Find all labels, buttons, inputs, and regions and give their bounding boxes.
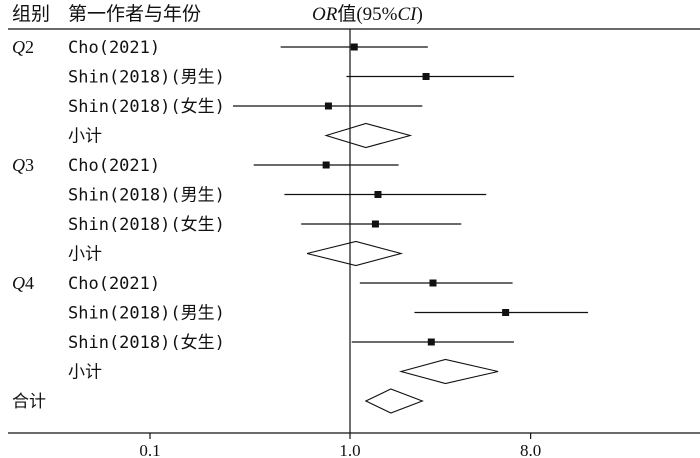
g1-row-1-label: Shin(2018)(男生) [68,186,225,206]
group-number-2: 4 [25,273,34,293]
g0-row-0-label: Cho(2021) [68,38,160,58]
group-label-2: Q4 [12,273,34,293]
g0-row-3-diamond [324,122,413,149]
g1-row-0-point [322,161,330,169]
g0-row-3-label: 小计 [68,127,102,146]
g2-row-2-point [427,338,435,346]
header-or-rest: 值(95% [337,3,397,25]
x-tick-label-0: 0.1 [139,441,160,458]
header-group-col: 组别 [12,3,50,25]
header-ci-italic: CI [397,4,418,25]
header-ci-close: ) [416,4,422,25]
header-or-col: OR值(95%CI) [312,3,423,25]
total-row-diamond [364,388,424,414]
group-letter-2: Q [12,273,25,293]
x-tick-label-2: 8.0 [520,441,541,458]
g2-row-3-label: 小计 [68,363,102,382]
group-number-1: 3 [25,155,34,175]
g1-row-2-label: Shin(2018)(女生) [68,215,225,235]
g1-row-1-point [374,191,382,198]
x-tick-label-1: 1.0 [339,441,360,458]
header-author-col: 第一作者与年份 [68,3,201,25]
g1-row-2-point [371,220,379,228]
g0-row-0-point [350,43,358,51]
g2-row-1-point [502,309,510,316]
header-or-italic: OR [312,4,338,25]
g2-row-1-label: Shin(2018)(男生) [68,304,225,324]
group-label-0: Q2 [12,37,34,57]
group-letter-0: Q [12,37,25,57]
g0-row-2-label: Shin(2018)(女生) [68,97,225,117]
g1-row-0-label: Cho(2021) [68,156,160,176]
g0-row-1-point [422,73,430,80]
group-letter-1: Q [12,155,25,175]
g1-row-3-diamond [306,240,404,267]
forest-rows: Q2 Cho(2021)Shin(2018)(男生)Shin(2018)(女生)小… [12,37,225,411]
total-row-label: 合计 [12,392,46,411]
g2-row-0-label: Cho(2021) [68,274,160,294]
g2-row-2-label: Shin(2018)(女生) [68,333,225,353]
group-label-1: Q3 [12,155,34,175]
g0-row-1-label: Shin(2018)(男生) [68,68,225,88]
g2-row-3-diamond [398,358,499,385]
g1-row-3-label: 小计 [68,245,102,264]
g0-row-2-point [324,102,332,110]
group-number-0: 2 [25,37,34,57]
g2-row-0-point [429,279,437,287]
x-axis: 0.1 1.0 8.0 [139,433,541,458]
forest-marks [232,29,589,433]
